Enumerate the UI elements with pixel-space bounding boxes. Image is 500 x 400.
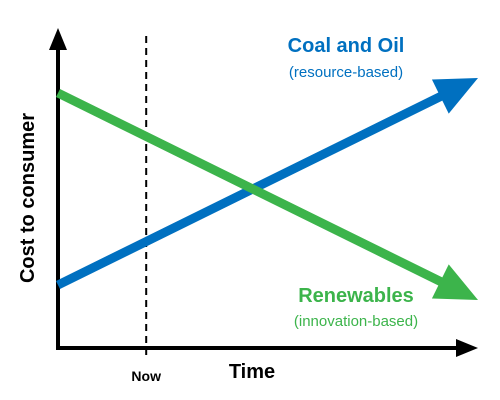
x-tick-label-now: Now xyxy=(131,368,161,384)
series-arrowhead-renewables xyxy=(431,264,478,300)
series-layer xyxy=(56,78,478,300)
series-line-renewables xyxy=(56,88,445,287)
series-sublabel-coal-oil: (resource-based) xyxy=(289,64,403,81)
series-arrowhead-coal-oil xyxy=(431,78,478,114)
x-axis-label: Time xyxy=(229,361,275,383)
series-label-renewables: Renewables xyxy=(298,285,414,307)
y-axis-arrowhead xyxy=(49,28,67,50)
series-label-coal-oil: Coal and Oil xyxy=(288,35,405,57)
x-axis-arrowhead xyxy=(456,339,478,357)
series-sublabel-renewables: (innovation-based) xyxy=(294,313,418,330)
y-axis-label: Cost to consumer xyxy=(17,113,39,283)
